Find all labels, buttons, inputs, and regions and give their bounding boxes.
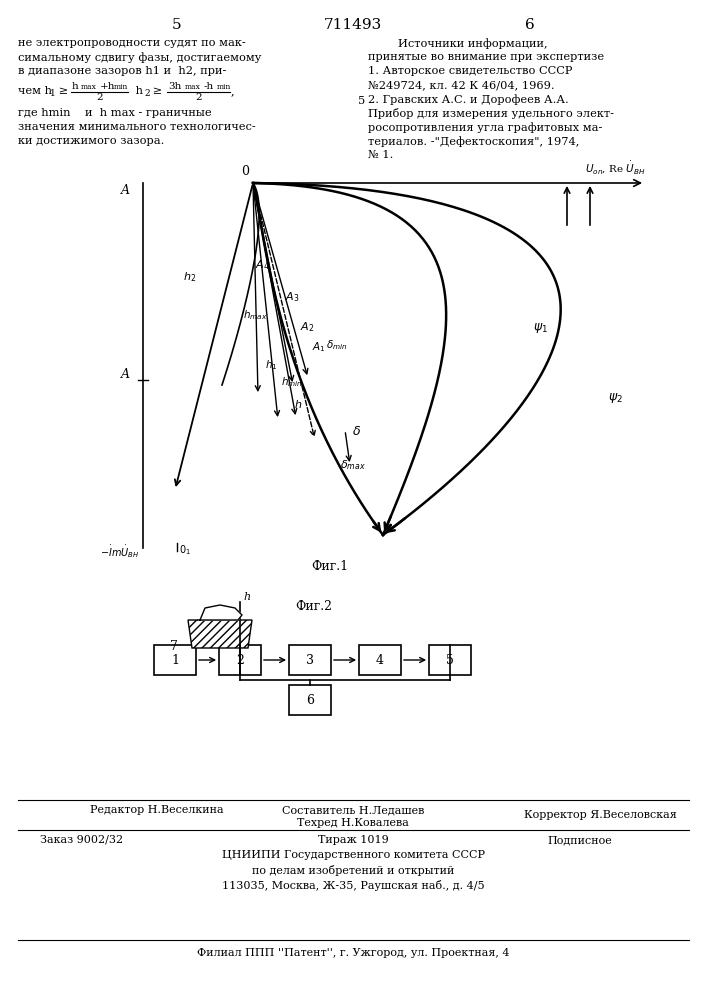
Text: $A_1$: $A_1$ [312,340,326,354]
Text: $h_{max}$: $h_{max}$ [243,308,267,322]
Text: по делам изобретений и открытий: по делам изобретений и открытий [252,865,454,876]
Text: +h: +h [100,82,115,91]
Text: 2: 2 [195,93,201,102]
Text: не электропроводности судят по мак-: не электропроводности судят по мак- [18,38,246,48]
Text: 3h: 3h [168,82,182,91]
Text: ≥: ≥ [149,86,162,96]
Text: 5: 5 [173,18,182,32]
Text: A: A [121,368,130,381]
Text: в диапазоне зазоров h1 и  h2, при-: в диапазоне зазоров h1 и h2, при- [18,66,226,76]
Text: $U_{on}$, Re $\dot{U}_{BH}$: $U_{on}$, Re $\dot{U}_{BH}$ [585,159,645,176]
Text: max: max [185,83,201,91]
Text: 0: 0 [241,165,249,178]
Text: 2. Гравских А.С. и Дорофеев А.А.: 2. Гравских А.С. и Дорофеев А.А. [368,94,568,105]
Text: $A_3$: $A_3$ [285,290,300,304]
Text: где hmin    и  h max - граничные: где hmin и h max - граничные [18,108,211,118]
Bar [289,685,331,715]
Text: $\psi_1$: $\psi_1$ [533,321,548,335]
Polygon shape [198,605,242,620]
Text: -h: -h [204,82,214,91]
Bar [219,645,261,675]
Text: $h_2$: $h_2$ [183,270,196,284]
Text: 2: 2 [96,93,103,102]
Text: № 1.: № 1. [368,150,393,160]
Text: $A_4$: $A_4$ [255,258,270,272]
Text: $\psi_2$: $\psi_2$ [608,391,623,405]
Text: принятые во внимание при экспертизе: принятые во внимание при экспертизе [368,52,604,62]
Text: Заказ 9002/32: Заказ 9002/32 [40,835,123,845]
Text: ≥: ≥ [55,86,68,96]
Text: $h$: $h$ [294,398,303,410]
Text: Подписное: Подписное [548,835,612,845]
Text: Тираж 1019: Тираж 1019 [317,835,388,845]
Text: A: A [121,184,130,197]
Text: Фиг.1: Фиг.1 [312,560,349,573]
Text: 113035, Москва, Ж-35, Раушская наб., д. 4/5: 113035, Москва, Ж-35, Раушская наб., д. … [222,880,484,891]
Text: 5: 5 [446,654,454,666]
Text: $\delta_{max}$: $\delta_{max}$ [340,458,366,472]
Text: росопротивления угла графитовых ма-: росопротивления угла графитовых ма- [368,122,602,133]
Text: h: h [72,82,78,91]
Text: 1. Авторское свидетельство СССР: 1. Авторское свидетельство СССР [368,66,573,76]
Text: значения минимального технологичес-: значения минимального технологичес- [18,122,256,132]
Text: h: h [132,86,143,96]
Text: 711493: 711493 [324,18,382,32]
Text: min: min [114,83,129,91]
Text: 4: 4 [376,654,384,666]
Text: Составитель Н.Ледашев: Составитель Н.Ледашев [282,805,424,815]
Text: №249724, кл. 42 К 46/04, 1969.: №249724, кл. 42 К 46/04, 1969. [368,80,554,90]
Text: ,: , [231,86,235,96]
Text: чем h: чем h [18,86,52,96]
Text: 2: 2 [236,654,244,666]
Text: Редактор Н.Веселкина: Редактор Н.Веселкина [90,805,223,815]
Bar [429,645,471,675]
Text: max: max [81,83,97,91]
Bar [359,645,401,675]
Text: 7: 7 [170,640,178,653]
Text: Источники информации,: Источники информации, [398,38,548,49]
Text: $0_1$: $0_1$ [179,543,191,557]
Text: $A_2$: $A_2$ [300,320,315,334]
Text: симальному сдвигу фазы, достигаемому: симальному сдвигу фазы, достигаемому [18,52,262,63]
Text: 2: 2 [144,89,150,98]
Text: Фиг.2: Фиг.2 [295,600,332,613]
Text: ки достижимого зазора.: ки достижимого зазора. [18,136,164,146]
Bar [289,645,331,675]
Text: $\delta$: $\delta$ [352,425,361,438]
Text: 6: 6 [525,18,535,32]
Text: Техред Н.Ковалева: Техред Н.Ковалева [297,818,409,828]
Text: ЦНИИПИ Государственного комитета СССР: ЦНИИПИ Государственного комитета СССР [221,850,484,860]
Text: 3: 3 [306,654,314,666]
Text: 1: 1 [171,654,179,666]
Text: $h_1$: $h_1$ [265,358,278,372]
Text: териалов. -"Дефектоскопия", 1974,: териалов. -"Дефектоскопия", 1974, [368,136,579,147]
Text: h: h [243,592,250,602]
Text: 6: 6 [306,694,314,706]
Text: $\delta_{min}$: $\delta_{min}$ [326,338,348,352]
Text: $h_{min}$: $h_{min}$ [281,375,303,389]
Text: Филиал ППП ''Патент'', г. Ужгород, ул. Проектная, 4: Филиал ППП ''Патент'', г. Ужгород, ул. П… [197,948,509,958]
Text: 1: 1 [50,89,56,98]
Text: $-\dot{I}m\dot{U}_{BH}$: $-\dot{I}m\dot{U}_{BH}$ [100,543,139,560]
Polygon shape [188,620,252,648]
Text: Корректор Я.Веселовская: Корректор Я.Веселовская [524,810,677,820]
Text: 5: 5 [358,96,366,106]
Bar [154,645,196,675]
Text: Прибор для измерения удельного элект-: Прибор для измерения удельного элект- [368,108,614,119]
Text: min: min [217,83,231,91]
